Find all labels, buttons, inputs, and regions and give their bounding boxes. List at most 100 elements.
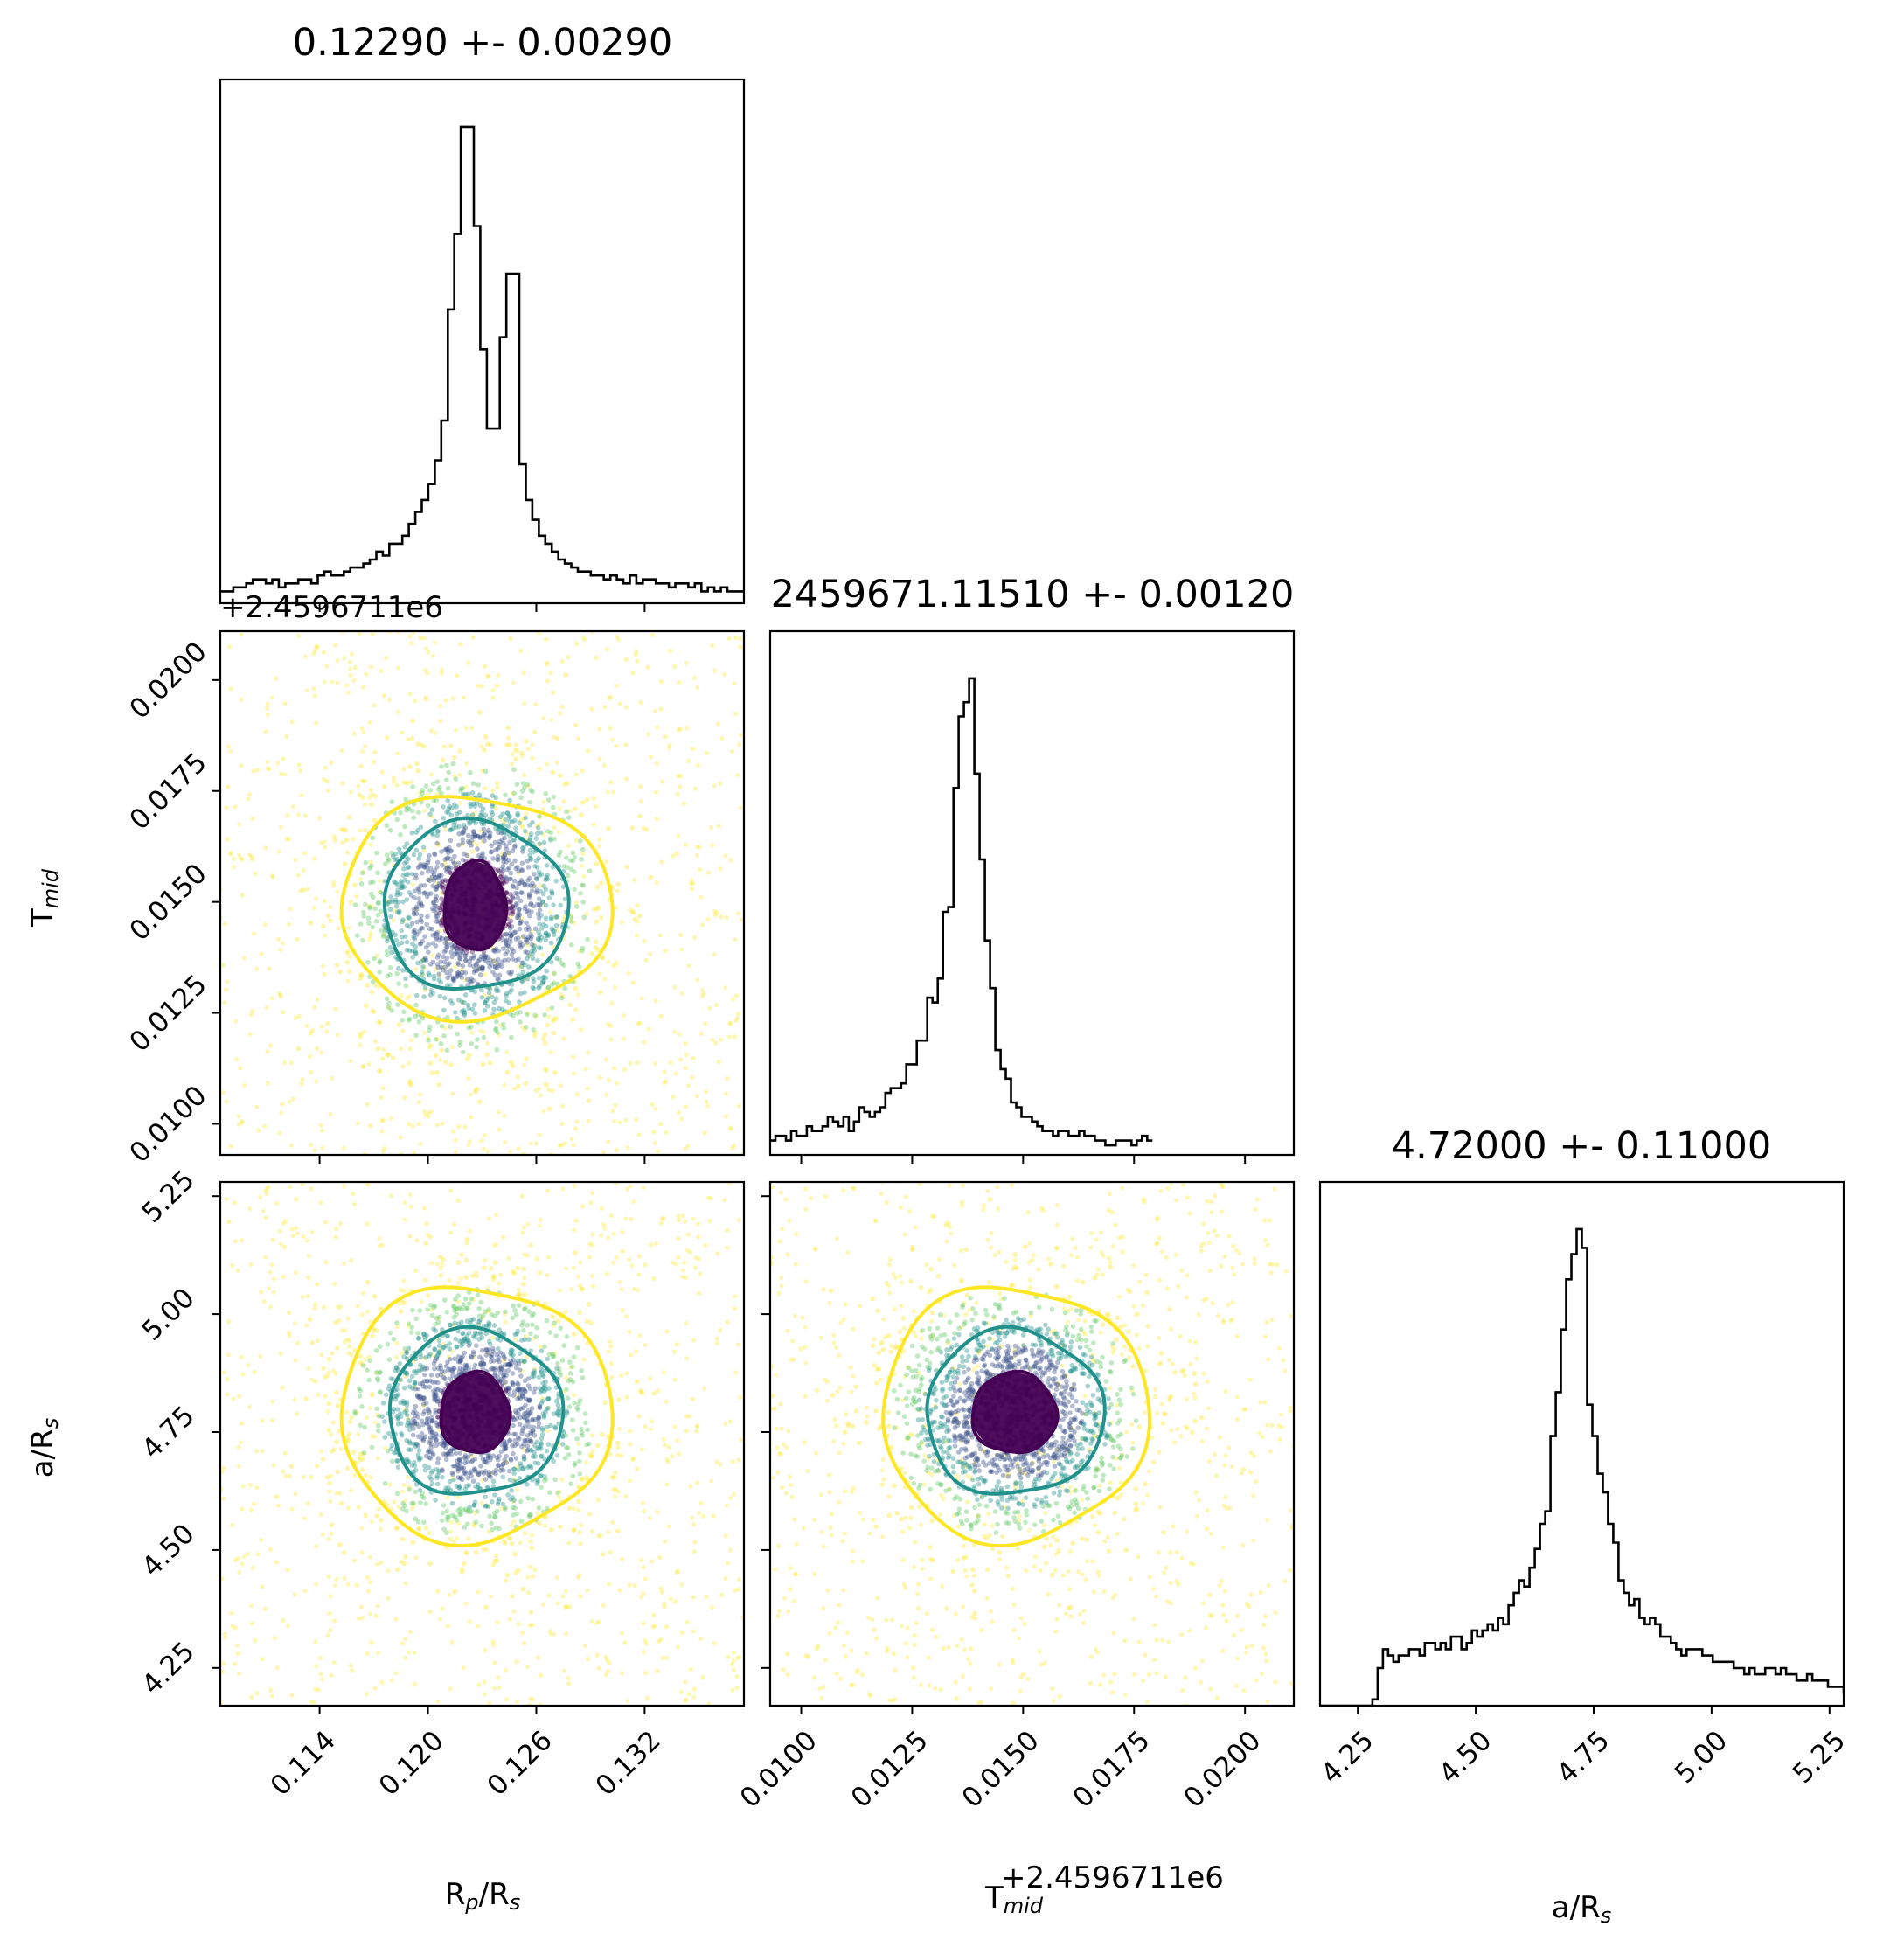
pair-1-0-point — [359, 726, 365, 731]
pair-2-0-point — [733, 1294, 738, 1299]
pair-2-0-point — [472, 1466, 477, 1472]
pair-1-0-point — [530, 755, 535, 761]
diag-0-frame — [219, 78, 746, 605]
pair-2-0-point — [731, 1491, 736, 1497]
pair-2-0-point — [525, 1495, 531, 1501]
pair-2-0-point — [466, 1483, 472, 1488]
pair-2-0-point — [316, 1392, 321, 1397]
pair-1-0-point — [507, 839, 512, 845]
pair-1-0-point — [474, 800, 480, 806]
pair-2-0-point — [573, 1218, 579, 1223]
pair-2-0-point — [697, 1511, 702, 1516]
pair-1-0-point — [376, 900, 382, 906]
pair-2-0-point — [232, 1200, 238, 1206]
pair-2-0-point — [590, 1449, 595, 1454]
pair-1-0-point — [464, 852, 470, 859]
pair-2-0-point — [233, 1239, 238, 1244]
pair-1-0-point — [227, 852, 233, 857]
pair-2-0-point — [496, 1281, 502, 1286]
pair-2-0-point — [387, 1330, 393, 1336]
pair-1-0-point — [422, 987, 428, 992]
pair-2-0-point — [631, 1286, 636, 1292]
pair-1-0-point — [422, 808, 427, 813]
pair-1-0-point — [586, 1118, 591, 1123]
pair-2-0-point — [504, 1373, 509, 1378]
pair-2-0-point — [584, 1442, 590, 1448]
pair-1-0-point — [441, 959, 448, 965]
pair-2-0-point — [644, 1695, 650, 1700]
pair-2-0-point — [427, 1425, 434, 1430]
pair-2-0-point — [460, 1366, 466, 1373]
pair-2-0-point — [497, 1350, 504, 1356]
pair-2-0-point — [463, 1549, 469, 1555]
pair-2-0-point — [698, 1271, 703, 1276]
pair-1-0-point — [694, 852, 699, 859]
pair-2-0-point — [323, 1394, 328, 1399]
pair-2-0-point — [469, 1459, 475, 1464]
pair-2-0-point — [413, 1268, 419, 1274]
pair-1-0-point — [278, 947, 283, 953]
pair-2-0-point — [450, 1322, 455, 1327]
pair-1-0-point — [626, 970, 631, 976]
pair-1-0-point — [453, 1137, 458, 1143]
pair-2-0-point — [454, 1517, 460, 1523]
pair-1-0-point — [478, 1028, 483, 1033]
pair-1-0-point — [461, 695, 466, 700]
pair-1-0-point — [528, 855, 533, 861]
pair-1-0-point — [411, 910, 417, 916]
pair-1-0-point — [236, 852, 242, 858]
pair-2-0-point — [581, 1357, 587, 1362]
pair-1-0-point — [537, 901, 542, 907]
pair-1-0-point — [438, 1041, 444, 1046]
pair-1-0-point — [325, 913, 331, 919]
pair-1-0-point — [449, 945, 455, 951]
pair-1-0-point — [453, 945, 459, 951]
pair-2-0-point — [238, 1440, 244, 1445]
pair-2-0-point — [605, 1435, 610, 1441]
pair-1-0-point — [265, 1049, 270, 1054]
pair-2-0-point — [530, 1454, 536, 1459]
pair-2-0-point — [464, 1551, 469, 1556]
pair-1-0-point — [467, 978, 473, 984]
pair-2-0-point — [584, 1340, 589, 1345]
pair-2-0-point — [359, 1467, 365, 1473]
pair-2-0-point — [465, 1507, 471, 1513]
pair-2-0-point — [471, 1521, 476, 1526]
pair-2-0-point — [509, 1349, 514, 1354]
pair-1-0-point — [448, 838, 454, 844]
pair-2-0-point — [325, 1632, 330, 1637]
pair-1-0-point — [320, 1145, 325, 1151]
pair-1-0-point — [502, 820, 507, 825]
pair-2-0-point — [586, 1301, 592, 1307]
pair-2-0-point — [574, 1405, 580, 1411]
pair-2-0-point — [522, 1387, 528, 1394]
pair-1-0-point — [495, 1030, 500, 1035]
pair-2-0-point — [532, 1443, 538, 1449]
pair-2-0-point — [542, 1473, 547, 1479]
pair-1-0-point — [400, 968, 406, 973]
pair-2-0-point — [423, 1354, 429, 1360]
pair-2-0-point — [501, 1331, 507, 1336]
pair-2-0-point — [481, 1361, 487, 1366]
pair-1-0-point — [499, 871, 504, 877]
pair-2-0-point — [705, 1195, 712, 1200]
pair-2-0-point — [313, 1686, 318, 1692]
pair-1-0-point — [569, 942, 574, 948]
pair-1-0-point — [400, 1018, 406, 1023]
pair-1-0-point — [503, 817, 509, 822]
pair-1-0-point — [439, 884, 445, 890]
pair-1-0-point — [490, 803, 495, 810]
pair-1-0-point — [503, 874, 508, 880]
pair-1-0-point — [505, 725, 511, 731]
pair-2-0-point — [541, 1413, 547, 1419]
pair-2-0-point — [449, 1639, 455, 1644]
pair-1-0-point — [520, 970, 525, 976]
pair-2-0-point — [301, 1234, 306, 1240]
pair-1-0-point — [313, 895, 319, 901]
pair-2-0-point — [604, 1658, 610, 1663]
pair-1-0-point — [431, 973, 437, 979]
pair-2-0-point — [375, 1603, 380, 1609]
pair-2-0-point — [575, 1575, 581, 1581]
pair-1-0-point — [420, 870, 425, 876]
pair-1-0-point — [344, 959, 350, 965]
